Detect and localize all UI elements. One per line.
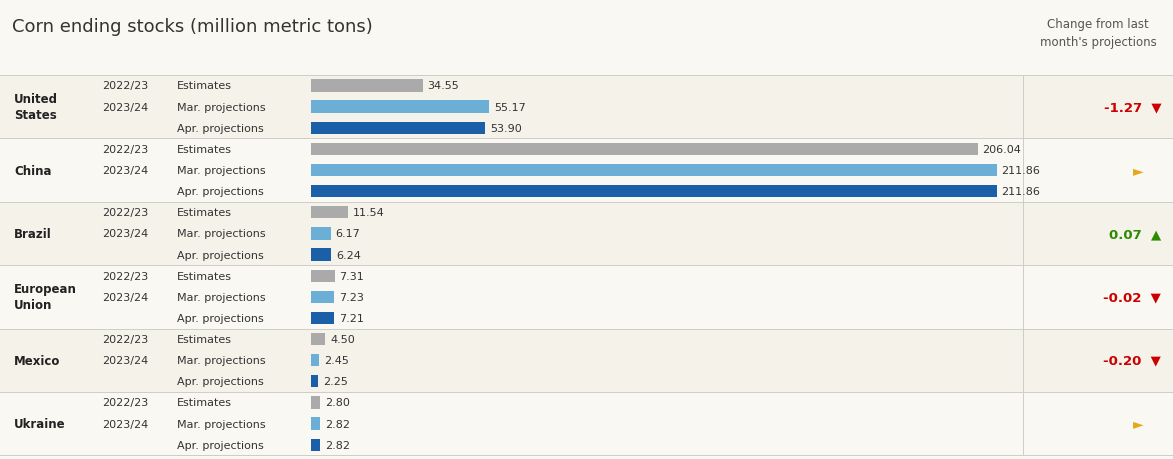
Text: -1.27  ▼: -1.27 ▼	[1104, 101, 1161, 114]
Text: Estimates: Estimates	[177, 81, 232, 91]
Bar	[311, 375, 318, 388]
Bar	[0, 202, 1173, 265]
Text: 2023/24: 2023/24	[102, 166, 148, 176]
Text: 211.86: 211.86	[1002, 166, 1040, 176]
Text: Estimates: Estimates	[177, 271, 232, 281]
Text: 2023/24: 2023/24	[102, 419, 148, 429]
Text: 11.54: 11.54	[353, 208, 385, 218]
Text: 2.45: 2.45	[324, 355, 348, 365]
Bar	[311, 164, 997, 177]
Text: Apr. projections: Apr. projections	[177, 187, 264, 197]
Text: 2022/23: 2022/23	[102, 208, 148, 218]
Text: 53.90: 53.90	[490, 123, 522, 134]
Text: 6.24: 6.24	[335, 250, 361, 260]
Bar	[311, 439, 320, 451]
Text: 2.80: 2.80	[325, 397, 350, 408]
Text: 2022/23: 2022/23	[102, 271, 148, 281]
Text: 2022/23: 2022/23	[102, 145, 148, 155]
Text: Change from last
month's projections: Change from last month's projections	[1039, 18, 1157, 49]
Text: ►: ►	[1133, 417, 1144, 431]
Text: -0.02  ▼: -0.02 ▼	[1104, 291, 1161, 304]
Text: 0.07  ▲: 0.07 ▲	[1108, 227, 1161, 241]
Text: Mexico: Mexico	[14, 354, 61, 367]
Text: Apr. projections: Apr. projections	[177, 250, 264, 260]
Text: -0.20  ▼: -0.20 ▼	[1104, 354, 1161, 367]
Bar	[0, 76, 1173, 139]
Bar	[311, 397, 320, 409]
Text: 2022/23: 2022/23	[102, 81, 148, 91]
Text: ►: ►	[1133, 164, 1144, 178]
Text: 4.50: 4.50	[331, 334, 355, 344]
Text: 2023/24: 2023/24	[102, 102, 148, 112]
Text: Apr. projections: Apr. projections	[177, 440, 264, 450]
Bar	[0, 139, 1173, 202]
Bar	[311, 123, 486, 134]
Text: Mar. projections: Mar. projections	[177, 102, 266, 112]
Text: 211.86: 211.86	[1002, 187, 1040, 197]
Text: 2023/24: 2023/24	[102, 229, 148, 239]
Text: 2023/24: 2023/24	[102, 292, 148, 302]
Text: 2023/24: 2023/24	[102, 355, 148, 365]
Bar	[311, 101, 489, 113]
Text: 2022/23: 2022/23	[102, 397, 148, 408]
Text: 7.23: 7.23	[339, 292, 364, 302]
Text: 2.82: 2.82	[325, 419, 350, 429]
Text: 206.04: 206.04	[983, 145, 1022, 155]
Text: 7.21: 7.21	[339, 313, 364, 323]
Text: 2.25: 2.25	[323, 376, 348, 386]
Bar	[311, 291, 334, 303]
Text: Estimates: Estimates	[177, 334, 232, 344]
Bar	[311, 249, 331, 261]
Bar	[311, 354, 319, 367]
Text: 55.17: 55.17	[494, 102, 526, 112]
Text: 7.31: 7.31	[339, 271, 364, 281]
Text: Estimates: Estimates	[177, 145, 232, 155]
Bar	[0, 329, 1173, 392]
Bar	[311, 228, 331, 240]
Text: Ukraine: Ukraine	[14, 417, 66, 430]
Text: Corn ending stocks (million metric tons): Corn ending stocks (million metric tons)	[12, 18, 373, 36]
Text: 34.55: 34.55	[427, 81, 460, 91]
Bar	[311, 207, 348, 219]
Bar	[0, 392, 1173, 455]
Bar	[311, 80, 422, 92]
Text: Mar. projections: Mar. projections	[177, 166, 266, 176]
Text: Mar. projections: Mar. projections	[177, 292, 266, 302]
Text: 2022/23: 2022/23	[102, 334, 148, 344]
Text: Estimates: Estimates	[177, 208, 232, 218]
Text: Estimates: Estimates	[177, 397, 232, 408]
Bar	[311, 312, 334, 325]
Text: Apr. projections: Apr. projections	[177, 376, 264, 386]
Text: Mar. projections: Mar. projections	[177, 419, 266, 429]
Bar	[0, 265, 1173, 329]
Bar	[311, 185, 997, 198]
Bar	[311, 270, 334, 282]
Bar	[311, 418, 320, 430]
Text: Brazil: Brazil	[14, 227, 52, 241]
Text: United
States: United States	[14, 93, 59, 122]
Text: 6.17: 6.17	[335, 229, 360, 239]
Text: Apr. projections: Apr. projections	[177, 123, 264, 134]
Text: European
Union: European Union	[14, 283, 77, 312]
Text: 2.82: 2.82	[325, 440, 350, 450]
Bar	[311, 333, 325, 346]
Text: Mar. projections: Mar. projections	[177, 229, 266, 239]
Text: China: China	[14, 164, 52, 177]
Bar	[311, 143, 977, 156]
Text: Mar. projections: Mar. projections	[177, 355, 266, 365]
Text: Apr. projections: Apr. projections	[177, 313, 264, 323]
